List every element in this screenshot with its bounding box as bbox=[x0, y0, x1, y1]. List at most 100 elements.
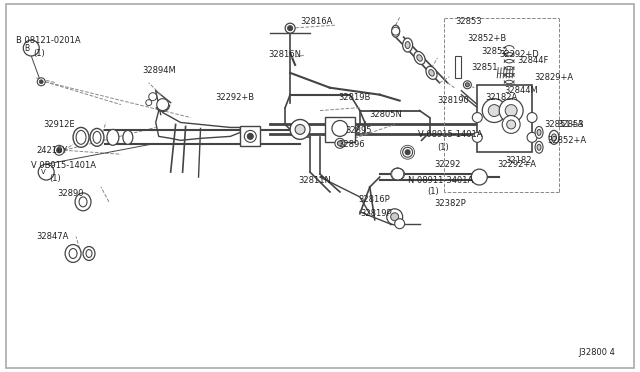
Ellipse shape bbox=[83, 247, 95, 260]
Circle shape bbox=[465, 83, 469, 87]
Text: B: B bbox=[25, 44, 30, 52]
Text: 328190: 328190 bbox=[438, 96, 469, 105]
Text: 32819B: 32819B bbox=[338, 93, 371, 102]
Circle shape bbox=[505, 105, 517, 116]
Ellipse shape bbox=[123, 131, 133, 144]
Circle shape bbox=[157, 99, 169, 110]
Text: 32811N: 32811N bbox=[298, 176, 331, 185]
Text: 32844M: 32844M bbox=[504, 86, 538, 95]
Text: 32895: 32895 bbox=[345, 126, 371, 135]
Text: 32292+B: 32292+B bbox=[216, 93, 255, 102]
Circle shape bbox=[471, 169, 487, 185]
Text: (1): (1) bbox=[428, 187, 439, 196]
Circle shape bbox=[290, 119, 310, 140]
Ellipse shape bbox=[86, 250, 92, 257]
Text: V 0B915-1401A: V 0B915-1401A bbox=[31, 161, 96, 170]
Circle shape bbox=[472, 113, 483, 122]
Circle shape bbox=[54, 145, 64, 155]
Text: 32816N: 32816N bbox=[268, 51, 301, 60]
Circle shape bbox=[463, 81, 471, 89]
Ellipse shape bbox=[90, 128, 104, 146]
Circle shape bbox=[392, 168, 404, 180]
Circle shape bbox=[483, 99, 506, 122]
Text: 32853: 32853 bbox=[557, 120, 584, 129]
Circle shape bbox=[527, 132, 537, 142]
Text: 32896: 32896 bbox=[338, 140, 365, 149]
Circle shape bbox=[332, 122, 348, 137]
Bar bbox=[325, 116, 355, 142]
Ellipse shape bbox=[429, 70, 435, 76]
Text: 32851+A: 32851+A bbox=[544, 120, 583, 129]
Ellipse shape bbox=[552, 134, 556, 141]
Text: 32292+D: 32292+D bbox=[499, 51, 539, 60]
Ellipse shape bbox=[76, 131, 86, 144]
Text: 32912E: 32912E bbox=[44, 120, 75, 129]
Ellipse shape bbox=[414, 51, 425, 64]
Text: V: V bbox=[41, 169, 45, 175]
Text: B 08121-0201A: B 08121-0201A bbox=[17, 36, 81, 45]
Ellipse shape bbox=[537, 144, 541, 150]
Circle shape bbox=[287, 26, 292, 31]
Circle shape bbox=[405, 150, 410, 155]
Circle shape bbox=[390, 213, 399, 221]
Text: 24210Y: 24210Y bbox=[36, 146, 67, 155]
Text: 32851: 32851 bbox=[471, 63, 498, 73]
Ellipse shape bbox=[390, 168, 404, 180]
Ellipse shape bbox=[73, 128, 89, 147]
Text: 32852+A: 32852+A bbox=[547, 136, 586, 145]
Circle shape bbox=[146, 100, 152, 106]
Text: 32852: 32852 bbox=[481, 46, 508, 55]
Ellipse shape bbox=[403, 38, 413, 52]
Circle shape bbox=[403, 147, 413, 157]
Circle shape bbox=[244, 131, 256, 142]
Circle shape bbox=[488, 105, 500, 116]
Circle shape bbox=[23, 40, 39, 56]
Ellipse shape bbox=[405, 42, 410, 48]
Ellipse shape bbox=[535, 141, 543, 153]
Text: 32292+A: 32292+A bbox=[497, 160, 536, 169]
Circle shape bbox=[527, 113, 537, 122]
Circle shape bbox=[472, 132, 483, 142]
Text: 32852+B: 32852+B bbox=[467, 33, 507, 43]
Circle shape bbox=[37, 78, 45, 86]
Ellipse shape bbox=[107, 129, 119, 145]
Ellipse shape bbox=[79, 197, 87, 207]
Circle shape bbox=[387, 209, 403, 225]
Bar bbox=[477, 85, 532, 152]
Ellipse shape bbox=[93, 131, 101, 143]
Ellipse shape bbox=[537, 129, 541, 135]
Text: 32844F: 32844F bbox=[517, 57, 548, 65]
Text: 32894M: 32894M bbox=[143, 66, 177, 76]
Ellipse shape bbox=[65, 244, 81, 262]
Text: 32816A: 32816A bbox=[300, 17, 332, 26]
Text: 32805N: 32805N bbox=[370, 110, 403, 119]
Circle shape bbox=[285, 23, 295, 33]
Text: 32853: 32853 bbox=[456, 17, 482, 26]
Text: 32182A: 32182A bbox=[485, 93, 518, 102]
Circle shape bbox=[148, 93, 157, 101]
Ellipse shape bbox=[549, 131, 559, 144]
Circle shape bbox=[507, 120, 516, 129]
Circle shape bbox=[395, 219, 404, 229]
Ellipse shape bbox=[392, 25, 399, 37]
Text: (1): (1) bbox=[438, 143, 449, 152]
Ellipse shape bbox=[535, 126, 543, 138]
Circle shape bbox=[392, 27, 399, 35]
Circle shape bbox=[39, 80, 44, 84]
Text: 32182: 32182 bbox=[505, 156, 532, 165]
Text: (1): (1) bbox=[49, 174, 61, 183]
Bar bbox=[6, 4, 634, 368]
Bar bbox=[241, 126, 260, 146]
Circle shape bbox=[336, 125, 344, 134]
Text: 32847A: 32847A bbox=[36, 232, 68, 241]
Text: 32890: 32890 bbox=[57, 189, 84, 198]
Circle shape bbox=[337, 141, 342, 146]
Circle shape bbox=[502, 116, 520, 134]
Circle shape bbox=[335, 138, 345, 148]
Text: V 08915-1401A: V 08915-1401A bbox=[417, 130, 482, 139]
Text: 32292: 32292 bbox=[435, 160, 461, 169]
Text: 32829+A: 32829+A bbox=[534, 73, 573, 82]
Circle shape bbox=[499, 99, 523, 122]
Text: 32819P: 32819P bbox=[360, 209, 392, 218]
Ellipse shape bbox=[75, 193, 91, 211]
